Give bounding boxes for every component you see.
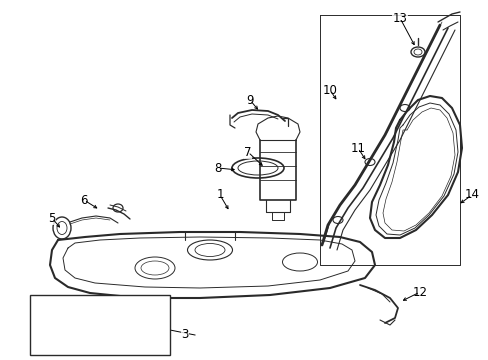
Text: 5: 5: [48, 211, 56, 225]
Text: 13: 13: [392, 12, 407, 24]
Text: 2: 2: [141, 302, 148, 315]
Text: 14: 14: [464, 189, 479, 202]
Text: 4: 4: [114, 309, 122, 321]
Text: 1: 1: [216, 189, 224, 202]
Text: 7: 7: [244, 145, 251, 158]
Text: 11: 11: [350, 141, 365, 154]
Bar: [30, 295, 170, 355]
Text: 6: 6: [80, 194, 87, 207]
Text: 8: 8: [214, 162, 221, 175]
Text: 3: 3: [181, 328, 188, 342]
Text: 12: 12: [412, 285, 427, 298]
Text: 9: 9: [246, 94, 253, 107]
Text: 10: 10: [322, 84, 337, 96]
